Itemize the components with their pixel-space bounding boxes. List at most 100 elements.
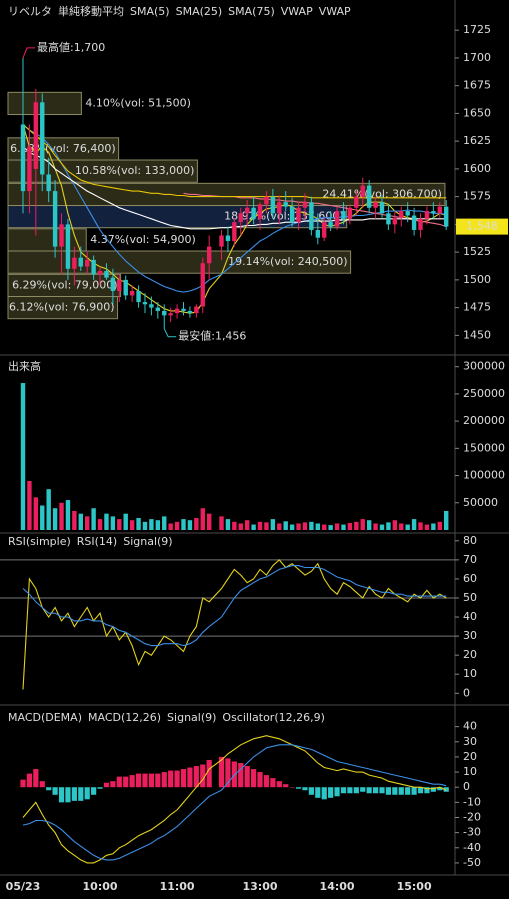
oscillator-bar (321, 787, 327, 800)
annotation-arrow (163, 328, 177, 338)
y-tick-label: 20 (463, 648, 477, 661)
candle-body (257, 204, 263, 219)
candle-body (219, 235, 224, 247)
volume-bar (244, 520, 250, 530)
legend-entry: VWAP (281, 5, 313, 18)
oscillator-bar (328, 787, 334, 798)
candle-body (360, 185, 365, 197)
candle-body (52, 191, 58, 247)
candle-body (251, 207, 256, 219)
volume-bar (104, 513, 109, 530)
volume-bar (20, 383, 26, 530)
volume-bar (52, 508, 58, 530)
candle-body (270, 196, 276, 214)
x-tick-label: 13:00 (243, 880, 278, 893)
oscillator-bar (91, 787, 97, 795)
oscillator-bar (257, 772, 263, 788)
candle-body (168, 313, 173, 316)
oscillator-bar (193, 766, 199, 788)
x-tick-label: 05/23 (6, 880, 41, 893)
candle-body (59, 224, 64, 247)
volume-bar (289, 524, 295, 530)
y-tick-label: 50000 (463, 496, 498, 509)
oscillator-bar (20, 779, 26, 788)
y-tick-label: 1500 (463, 273, 491, 286)
volume-bar (411, 519, 417, 530)
oscillator-bar (110, 781, 116, 788)
volume-bar (155, 520, 161, 530)
candle-body (85, 259, 90, 267)
candle-body (129, 290, 135, 296)
volume-bar (91, 508, 96, 530)
series-line (22, 146, 447, 230)
volume-bar (334, 523, 340, 530)
legend-entry: RSI(14) (77, 535, 117, 548)
volume-bar (264, 522, 269, 530)
volume-profile-label: 4.37%(vol: 54,900) (90, 233, 196, 246)
y-tick-label: 1650 (463, 106, 491, 119)
volume-bar (181, 519, 186, 530)
candle-body (155, 307, 161, 311)
y-tick-label: 100000 (463, 469, 505, 482)
series-line (22, 565, 447, 647)
legend-entry: SMA(25) (176, 5, 223, 18)
volume-bar (399, 523, 404, 530)
oscillator-bar (340, 787, 347, 794)
candle-body (392, 217, 398, 225)
candle-body (366, 185, 372, 208)
volume-bar (296, 523, 301, 530)
y-tick-label: 1675 (463, 79, 491, 92)
annotation-label: 最安値:1,456 (178, 329, 246, 343)
y-tick-label: 0 (463, 686, 470, 699)
candle-body (405, 211, 410, 216)
candle-body (302, 202, 308, 208)
candle-body (46, 174, 51, 192)
volume-bar (72, 510, 77, 530)
candle-body (117, 279, 122, 291)
candle-body (187, 310, 193, 314)
oscillator-bar (238, 762, 244, 788)
y-tick-label: 40 (463, 610, 477, 623)
y-tick-label: 1700 (463, 51, 491, 64)
candle-body (283, 202, 288, 207)
oscillator-bar (334, 787, 340, 797)
volume-bar (46, 489, 51, 530)
oscillator-bar (437, 787, 443, 791)
volume-bar (373, 523, 378, 530)
candle-body (296, 207, 301, 223)
oscillator-bar (103, 782, 110, 788)
oscillator-bar (200, 764, 206, 788)
x-tick-label: 14:00 (320, 880, 355, 893)
series-line (22, 124, 447, 199)
volume-bar (341, 524, 346, 530)
candle-body (379, 202, 385, 214)
oscillator-bar (417, 787, 424, 794)
x-tick-label: 15:00 (397, 880, 432, 893)
volume-bar (149, 519, 154, 530)
candle-body (444, 206, 449, 227)
volume-bar (129, 520, 135, 530)
volume-bar (225, 519, 231, 530)
oscillator-bar (174, 770, 180, 788)
y-tick-label: 30 (463, 735, 477, 748)
y-tick-label: 1450 (463, 328, 491, 341)
volume-bar (379, 524, 385, 530)
volume-bar (123, 513, 128, 530)
candle-body (200, 263, 205, 307)
volume-bar (277, 523, 282, 530)
oscillator-bar (129, 775, 135, 788)
volume-bar (136, 518, 141, 530)
y-tick-label: 1575 (463, 190, 491, 203)
y-tick-label: 0 (463, 780, 470, 793)
oscillator-bar (58, 787, 65, 803)
legend-entry: Signal(9) (167, 711, 216, 724)
candle-body (322, 222, 327, 238)
y-tick-label: 1725 (463, 23, 491, 36)
oscillator-bar (385, 787, 392, 795)
candle-body (341, 211, 346, 219)
volume-bar (33, 497, 39, 530)
oscillator-bar (161, 772, 167, 788)
legend-entry: MACD(12,26) (88, 711, 161, 724)
